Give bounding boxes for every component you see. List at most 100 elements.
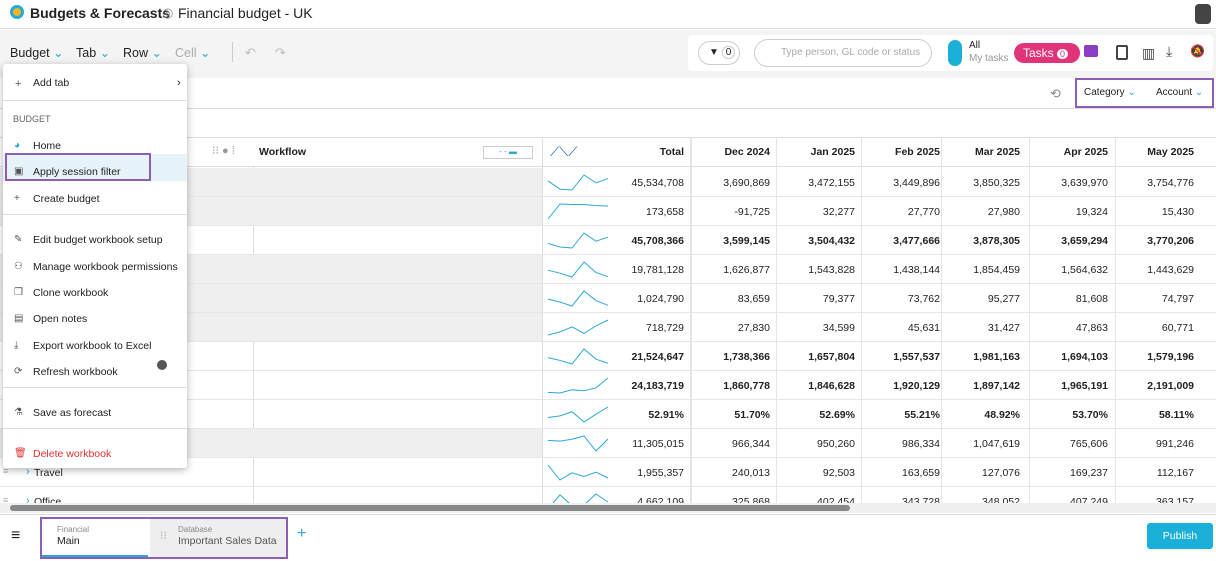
menu-item[interactable]: Add tab (33, 77, 70, 89)
toolbar: Budget ⌄ Tab ⌄ Row ⌄ Cell ⌄ ↶ ↷ ▼ 0 Type pe… (0, 30, 1216, 78)
cell: 1,897,142 (973, 380, 1020, 392)
column-header: Jan 2025 (810, 146, 855, 158)
app-title: Budgets & Forecasts (30, 5, 171, 21)
cell: 55.21% (904, 409, 940, 421)
menu-item[interactable]: Save as forecast (33, 407, 112, 419)
chat-icon[interactable] (1084, 45, 1098, 57)
mute-icon[interactable]: 🔕 (1190, 44, 1205, 58)
menu-button[interactable]: Cell ⌄ (175, 46, 211, 60)
cell: 169,237 (1070, 467, 1108, 479)
add-tab[interactable]: + (297, 525, 307, 542)
chevron: ⌄ (196, 46, 211, 60)
filter-button[interactable]: ▼ 0 (698, 41, 740, 65)
cell: 1,047,619 (973, 438, 1020, 450)
cell: 19,781,128 (631, 264, 684, 276)
tab[interactable] (42, 519, 148, 557)
sparkline (547, 348, 609, 365)
cell: 1,443,629 (1147, 264, 1194, 276)
cell: 52.91% (648, 409, 684, 421)
menu-button[interactable]: Budget ⌄ (10, 46, 64, 60)
cell: 73,762 (907, 293, 940, 305)
row-border (0, 486, 1216, 487)
cell: 95,277 (987, 293, 1020, 305)
menu-icon: ▤ (14, 313, 24, 324)
menu-item[interactable]: Open notes (33, 313, 88, 325)
menu-icon: ⚇ (14, 261, 23, 272)
tab[interactable] (150, 519, 286, 557)
menu-item[interactable]: Apply session filter (33, 166, 121, 178)
toggle[interactable] (948, 40, 962, 66)
sparkline (547, 406, 609, 423)
cell: 3,639,970 (1061, 177, 1108, 189)
hamburger[interactable]: ≡ (11, 527, 21, 544)
clipboard-icon[interactable] (1116, 45, 1128, 60)
grip-icon: ⁝⁝ (160, 530, 167, 542)
legend-icon: - - ▬ (483, 146, 533, 159)
scroll-thumb[interactable] (10, 505, 850, 511)
menu-item-highlight (3, 154, 187, 181)
separator (3, 428, 187, 429)
cell: 3,472,155 (808, 177, 855, 189)
menu-item[interactable]: Export workbook to Excel (33, 340, 152, 352)
cell: 112,167 (1156, 467, 1194, 479)
cell: 1,860,778 (723, 380, 770, 392)
cell: 950,260 (817, 438, 855, 450)
menu-item[interactable]: Manage workbook permissions (33, 261, 178, 273)
toggle-off: My tasks (969, 53, 1009, 64)
publish-button[interactable]: Publish (1147, 523, 1213, 549)
cell: 986,334 (902, 438, 940, 450)
cell: 81,608 (1075, 293, 1108, 305)
sparkline-icon: ⟋⟍⟋ (550, 144, 578, 159)
sparkline (547, 464, 609, 481)
menu-item[interactable]: Refresh workbook (33, 366, 118, 378)
redo[interactable]: ↷ (275, 45, 286, 60)
download-icon[interactable]: ⤓ (1166, 43, 1173, 59)
cell: 53.70% (1072, 409, 1108, 421)
column-divider (861, 138, 862, 508)
cell: 79,377 (822, 293, 855, 305)
menu-button[interactable]: Tab ⌄ (76, 46, 111, 60)
column-header: Apr 2025 (1063, 146, 1108, 158)
cell: 3,477,666 (893, 235, 940, 247)
menu-icon: ⟳ (14, 366, 23, 377)
cell: 27,770 (907, 206, 940, 218)
row-border (0, 283, 1216, 284)
workbook-title: Financial budget - UK (178, 5, 313, 21)
category-select[interactable]: Category ⌄ (1084, 87, 1136, 98)
cell: 27,980 (987, 206, 1020, 218)
row-label[interactable]: Travel (34, 467, 63, 479)
row-border (0, 457, 1216, 458)
tab-name: Main (57, 535, 80, 547)
sparkline (547, 319, 609, 336)
scrollbar[interactable] (0, 503, 1216, 513)
sparkline-path (547, 290, 609, 307)
sparkline (547, 174, 609, 191)
workflow-header: Workflow (259, 146, 307, 158)
tasks-button[interactable]: Tasks 0 (1014, 43, 1080, 63)
cell: 45,534,708 (631, 177, 684, 189)
row-border (0, 370, 1216, 371)
cell: 1,657,804 (808, 351, 855, 363)
avatar[interactable] (1195, 4, 1211, 24)
menu-item[interactable]: Edit budget workbook setup (33, 234, 163, 246)
cell: 127,076 (982, 467, 1020, 479)
menu-item[interactable]: Home (33, 140, 62, 152)
chevron: › (177, 77, 181, 89)
menu-item[interactable]: Create budget (33, 193, 100, 205)
undo[interactable]: ↶ (245, 45, 256, 60)
history-icon[interactable]: ⟲ (1050, 86, 1061, 101)
cell: 60,771 (1161, 322, 1194, 334)
menu-item[interactable]: Delete workbook (33, 448, 112, 460)
cell: 74,797 (1161, 293, 1194, 305)
chart-icon[interactable]: ▥ (1142, 45, 1156, 61)
cell: 32,277 (822, 206, 855, 218)
divider (232, 42, 233, 62)
expand-icon: ≡ (3, 495, 9, 505)
header-bottom (0, 166, 1216, 167)
cell: 2,191,009 (1147, 380, 1194, 392)
account-select[interactable]: Account ⌄ (1156, 87, 1204, 98)
menu-button[interactable]: Row ⌄ (123, 46, 162, 60)
search[interactable]: Type person, GL code or status (754, 39, 932, 67)
menu-item[interactable]: Clone workbook (33, 287, 109, 299)
